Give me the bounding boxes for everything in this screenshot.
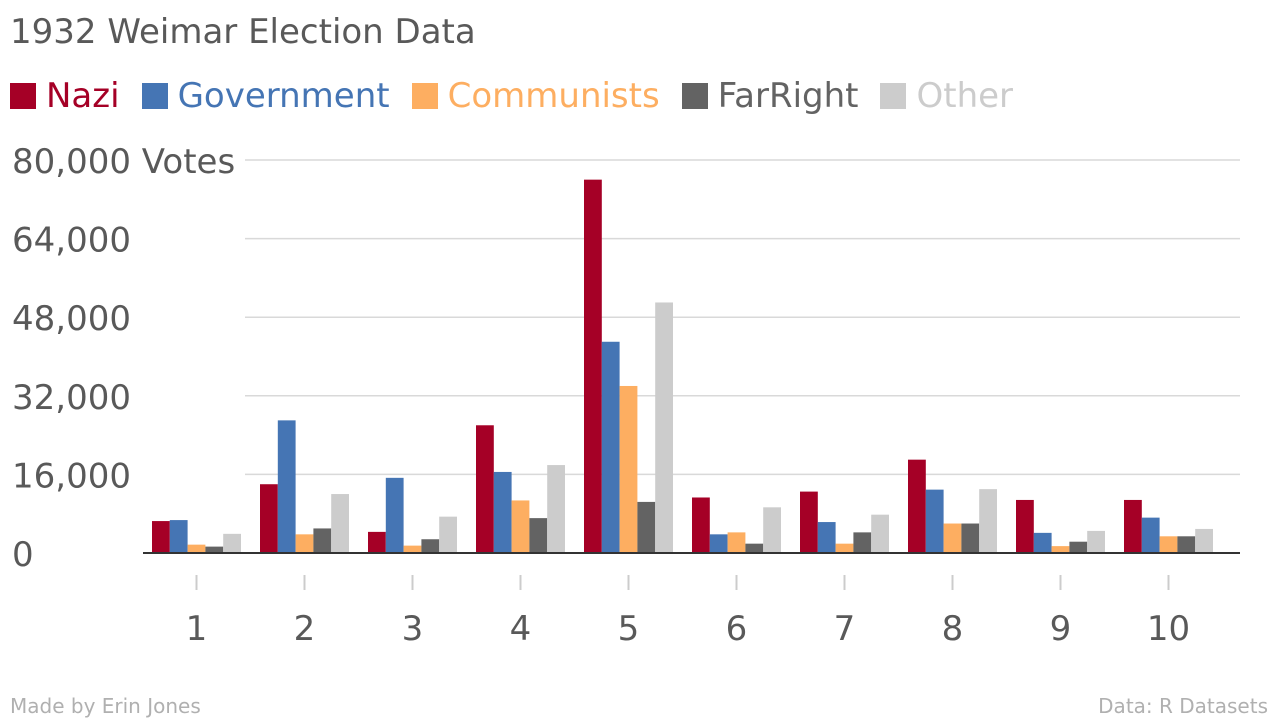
bar-other-6 bbox=[763, 507, 781, 553]
bar-other-5 bbox=[655, 302, 673, 553]
bar-other-9 bbox=[1087, 530, 1105, 553]
bar-farright-2 bbox=[313, 528, 332, 553]
legend-swatch bbox=[411, 83, 438, 109]
x-tick-label: 2 bbox=[294, 609, 316, 649]
x-tick-label: 7 bbox=[834, 609, 856, 649]
legend-swatch bbox=[10, 83, 36, 109]
legend-label: Communists bbox=[447, 76, 660, 116]
source-text: Data: R Datasets bbox=[1098, 694, 1268, 718]
bar-government-5 bbox=[601, 341, 620, 553]
bar-nazi-1 bbox=[152, 521, 170, 553]
bar-communists-4 bbox=[511, 500, 530, 553]
bar-nazi-3 bbox=[368, 531, 386, 553]
x-tick-label: 9 bbox=[1050, 609, 1072, 649]
legend-item-farright: FarRight bbox=[681, 76, 859, 116]
bar-government-7 bbox=[817, 522, 836, 553]
bar-nazi-2 bbox=[260, 484, 278, 553]
bar-communists-5 bbox=[619, 385, 638, 553]
legend-label: Nazi bbox=[46, 76, 120, 116]
bar-nazi-4 bbox=[476, 425, 494, 553]
bar-farright-3 bbox=[421, 539, 440, 553]
bar-communists-9 bbox=[1051, 546, 1070, 553]
bar-government-8 bbox=[925, 489, 944, 553]
bar-farright-9 bbox=[1069, 541, 1088, 553]
bar-nazi-10 bbox=[1124, 499, 1142, 553]
bar-farright-6 bbox=[745, 543, 764, 553]
bar-nazi-7 bbox=[800, 491, 818, 553]
bar-other-8 bbox=[979, 489, 997, 553]
bar-farright-5 bbox=[637, 501, 656, 553]
legend-swatch bbox=[880, 83, 907, 109]
legend-item-other: Other bbox=[880, 76, 1013, 116]
legend-label: FarRight bbox=[717, 76, 859, 116]
bar-farright-1 bbox=[205, 546, 224, 553]
bar-nazi-5 bbox=[584, 179, 602, 553]
bar-government-2 bbox=[277, 420, 296, 553]
bar-other-10 bbox=[1195, 528, 1213, 553]
bar-other-4 bbox=[547, 465, 565, 553]
bar-nazi-8 bbox=[908, 459, 926, 553]
bar-government-4 bbox=[493, 471, 512, 553]
legend-item-government: Government bbox=[141, 76, 390, 116]
bar-other-3 bbox=[439, 516, 457, 553]
bar-other-7 bbox=[871, 514, 889, 553]
legend-swatch bbox=[141, 83, 168, 109]
y-tick-label: 80,000 Votes bbox=[12, 142, 235, 182]
x-tick-label: 4 bbox=[510, 609, 532, 649]
bar-government-10 bbox=[1141, 517, 1160, 553]
x-tick-label: 6 bbox=[726, 609, 748, 649]
bar-communists-1 bbox=[187, 544, 206, 553]
bar-nazi-9 bbox=[1016, 499, 1034, 553]
bar-government-9 bbox=[1033, 532, 1052, 553]
x-tick-label: 1 bbox=[186, 609, 208, 649]
legend-item-nazi: Nazi bbox=[10, 76, 120, 116]
y-tick-label: 64,000 bbox=[12, 221, 131, 261]
x-tick-label: 8 bbox=[942, 609, 964, 649]
bar-communists-10 bbox=[1159, 536, 1178, 553]
y-tick-label: 16,000 bbox=[12, 456, 131, 496]
bar-communists-7 bbox=[835, 543, 854, 553]
bar-government-6 bbox=[709, 534, 728, 553]
bar-communists-2 bbox=[295, 534, 314, 553]
bar-communists-3 bbox=[403, 545, 422, 553]
legend-label: Government bbox=[177, 76, 390, 116]
x-tick-label: 10 bbox=[1147, 609, 1190, 649]
x-tick-label: 5 bbox=[618, 609, 640, 649]
y-tick-label: 32,000 bbox=[12, 378, 131, 418]
bar-farright-8 bbox=[961, 523, 980, 553]
legend: Nazi Government Communists FarRight Other bbox=[10, 76, 1035, 116]
credit-text: Made by Erin Jones bbox=[10, 694, 201, 718]
bar-communists-8 bbox=[943, 523, 962, 553]
bar-other-2 bbox=[331, 494, 349, 553]
x-tick-label: 3 bbox=[402, 609, 424, 649]
y-tick-label: 0 bbox=[12, 535, 34, 575]
chart-title: 1932 Weimar Election Data bbox=[10, 12, 476, 52]
bar-farright-4 bbox=[529, 518, 548, 553]
bar-farright-10 bbox=[1177, 536, 1196, 553]
bar-other-1 bbox=[223, 533, 241, 553]
bar-government-3 bbox=[385, 477, 404, 553]
bar-communists-6 bbox=[727, 532, 746, 553]
legend-label: Other bbox=[916, 76, 1014, 116]
bar-nazi-6 bbox=[692, 497, 710, 553]
bar-farright-7 bbox=[853, 532, 872, 553]
legend-swatch bbox=[681, 83, 708, 109]
bar-government-1 bbox=[169, 520, 188, 553]
y-tick-label: 48,000 bbox=[12, 299, 131, 339]
legend-item-communists: Communists bbox=[411, 76, 660, 116]
